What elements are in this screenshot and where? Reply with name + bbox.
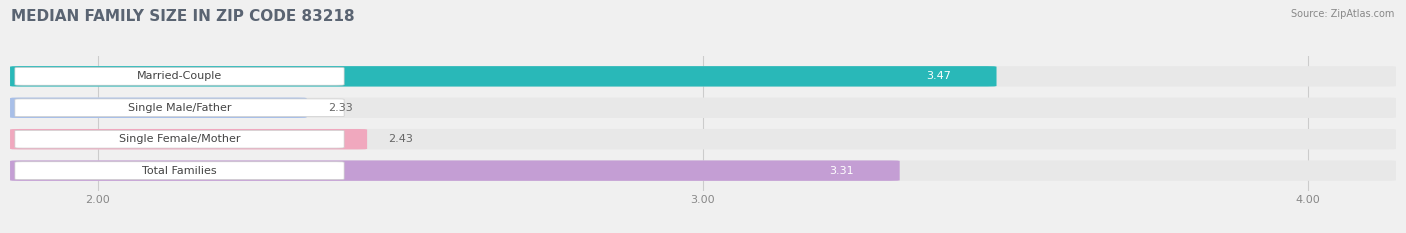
- Text: Single Male/Father: Single Male/Father: [128, 103, 231, 113]
- FancyBboxPatch shape: [15, 130, 344, 148]
- FancyBboxPatch shape: [10, 98, 1396, 118]
- FancyBboxPatch shape: [10, 66, 997, 87]
- Text: MEDIAN FAMILY SIZE IN ZIP CODE 83218: MEDIAN FAMILY SIZE IN ZIP CODE 83218: [11, 9, 354, 24]
- FancyBboxPatch shape: [10, 129, 1396, 149]
- FancyBboxPatch shape: [10, 160, 900, 181]
- FancyBboxPatch shape: [15, 162, 344, 179]
- FancyBboxPatch shape: [15, 99, 344, 117]
- Text: 3.47: 3.47: [927, 71, 950, 81]
- Text: Married-Couple: Married-Couple: [136, 71, 222, 81]
- Text: Source: ZipAtlas.com: Source: ZipAtlas.com: [1291, 9, 1395, 19]
- Text: 2.33: 2.33: [328, 103, 353, 113]
- FancyBboxPatch shape: [10, 98, 307, 118]
- FancyBboxPatch shape: [10, 66, 1396, 87]
- Text: Total Families: Total Families: [142, 166, 217, 176]
- Text: 2.43: 2.43: [388, 134, 413, 144]
- FancyBboxPatch shape: [10, 129, 367, 149]
- FancyBboxPatch shape: [10, 160, 1396, 181]
- Text: 3.31: 3.31: [830, 166, 855, 176]
- FancyBboxPatch shape: [15, 68, 344, 85]
- Text: Single Female/Mother: Single Female/Mother: [118, 134, 240, 144]
